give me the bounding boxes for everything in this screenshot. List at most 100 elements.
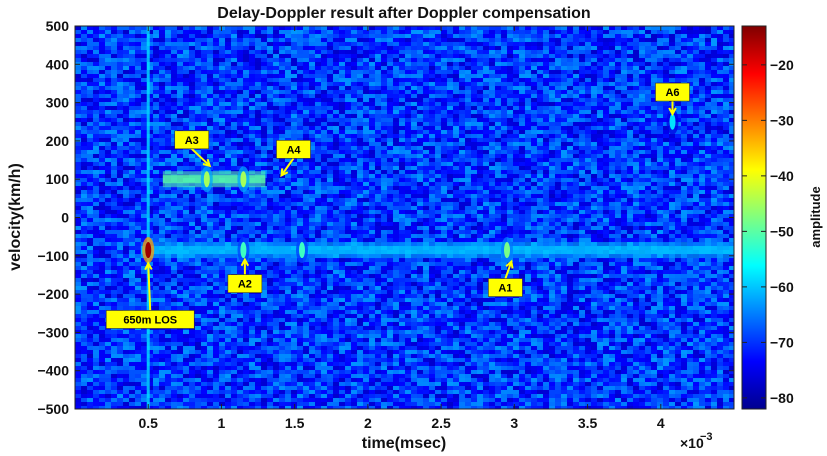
heatmap-cell	[657, 118, 663, 122]
heatmap-cell	[603, 62, 609, 66]
heatmap-cell	[135, 98, 141, 102]
heatmap-cell	[141, 146, 147, 150]
heatmap-cell	[285, 62, 291, 66]
heatmap-cell	[657, 42, 663, 46]
heatmap-cell	[375, 70, 381, 74]
heatmap-cell	[87, 166, 93, 170]
heatmap-cell	[321, 30, 327, 34]
heatmap-cell	[585, 182, 591, 186]
heatmap-cell	[663, 34, 669, 38]
heatmap-cell	[105, 78, 111, 82]
heatmap-cell	[513, 182, 519, 186]
heatmap-cell	[399, 98, 405, 102]
heatmap-cell	[273, 134, 279, 138]
heatmap-cell	[573, 150, 579, 154]
heatmap-cell	[249, 30, 255, 34]
heatmap-cell	[573, 186, 579, 190]
heatmap-cell	[693, 126, 699, 130]
heatmap-cell	[207, 126, 213, 130]
heatmap-cell	[81, 66, 87, 70]
heatmap-cell	[585, 134, 591, 138]
heatmap-cell	[639, 182, 645, 186]
heatmap-cell	[621, 142, 627, 146]
heatmap-cell	[429, 26, 435, 30]
heatmap-cell	[477, 58, 483, 62]
heatmap-cell	[387, 66, 393, 70]
heatmap-cell	[267, 102, 273, 106]
heatmap-cell	[645, 78, 651, 82]
heatmap-cell	[471, 174, 477, 178]
heatmap-cell	[561, 34, 567, 38]
heatmap-cell	[225, 162, 231, 166]
heatmap-cell	[435, 54, 441, 58]
heatmap-cell	[693, 106, 699, 110]
heatmap-cell	[243, 138, 249, 142]
heatmap-cell	[279, 138, 285, 142]
heatmap-cell	[243, 94, 249, 98]
heatmap-cell	[111, 90, 117, 94]
heatmap-cell	[441, 30, 447, 34]
heatmap-cell	[159, 154, 165, 158]
heatmap-cell	[507, 78, 513, 82]
heatmap-cell	[369, 130, 375, 134]
heatmap-cell	[297, 114, 303, 118]
heatmap-cell	[561, 74, 567, 78]
heatmap-cell	[339, 58, 345, 62]
heatmap-cell	[75, 134, 81, 138]
heatmap-cell	[531, 182, 537, 186]
heatmap-cell	[189, 186, 195, 190]
heatmap-cell	[495, 130, 501, 134]
heatmap-cell	[561, 42, 567, 46]
heatmap-cell	[417, 138, 423, 142]
heatmap-cell	[477, 158, 483, 162]
heatmap-cell	[345, 90, 351, 94]
heatmap-cell	[357, 194, 363, 198]
heatmap-cell	[279, 134, 285, 138]
heatmap-cell	[435, 34, 441, 38]
heatmap-cell	[483, 154, 489, 158]
heatmap-cell	[639, 90, 645, 94]
heatmap-cell	[549, 182, 555, 186]
heatmap-cell	[393, 202, 399, 206]
heatmap-cell	[237, 78, 243, 82]
heatmap-cell	[705, 166, 711, 170]
heatmap-cell	[249, 90, 255, 94]
heatmap-cell	[231, 58, 237, 62]
heatmap-cell	[531, 38, 537, 42]
heatmap-cell	[315, 54, 321, 58]
heatmap-cell	[219, 86, 225, 90]
heatmap-cell	[609, 114, 615, 118]
heatmap-cell	[135, 86, 141, 90]
heatmap-cell	[705, 150, 711, 154]
heatmap-cell	[363, 194, 369, 198]
heatmap-cell	[723, 66, 729, 70]
heatmap-cell	[705, 158, 711, 162]
heatmap-cell	[615, 150, 621, 154]
heatmap-cell	[621, 46, 627, 50]
heatmap-cell	[345, 134, 351, 138]
heatmap-cell	[75, 162, 81, 166]
heatmap-cell	[153, 118, 159, 122]
heatmap-cell	[471, 90, 477, 94]
heatmap-cell	[105, 194, 111, 198]
heatmap-cell	[309, 190, 315, 194]
heatmap-cell	[303, 138, 309, 142]
heatmap-cell	[147, 122, 153, 126]
heatmap-cell	[357, 150, 363, 154]
heatmap-cell	[603, 74, 609, 78]
heatmap-cell	[273, 122, 279, 126]
heatmap-cell	[261, 114, 267, 118]
heatmap-cell	[423, 150, 429, 154]
heatmap-cell	[135, 150, 141, 154]
heatmap-cell	[75, 150, 81, 154]
heatmap-cell	[501, 78, 507, 82]
heatmap-cell	[477, 178, 483, 182]
heatmap-cell	[645, 138, 651, 142]
heatmap-cell	[543, 174, 549, 178]
heatmap-cell	[267, 58, 273, 62]
heatmap-cell	[507, 178, 513, 182]
heatmap-cell	[429, 174, 435, 178]
heatmap-cell	[207, 58, 213, 62]
heatmap-cell	[309, 114, 315, 118]
heatmap-cell	[327, 114, 333, 118]
